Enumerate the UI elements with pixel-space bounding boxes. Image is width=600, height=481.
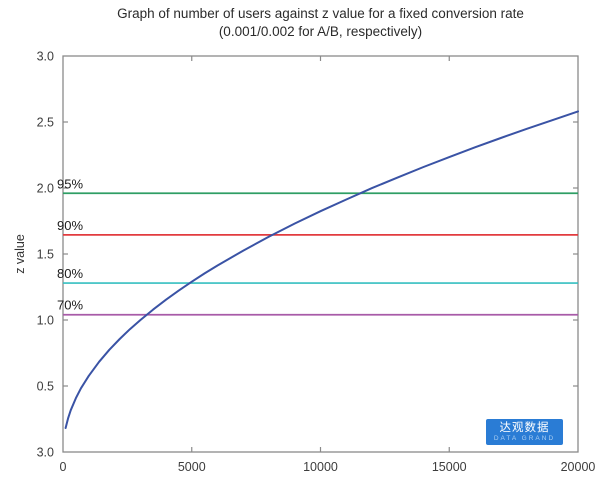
watermark-en-text: DATA GRAND	[493, 434, 556, 442]
watermark-badge: 达观数据 DATA GRAND	[486, 419, 563, 445]
reference-line-label-95pct: 95%	[57, 176, 83, 191]
reference-line-label-70pct: 70%	[57, 298, 83, 313]
y-tick-label: 2.5	[37, 116, 54, 130]
z-value-curve	[64, 110, 579, 429]
chart-subtitle: (0.001/0.002 for A/B, respectively)	[218, 24, 423, 39]
y-tick-label: 1.0	[37, 314, 54, 328]
plot-frame	[62, 55, 579, 453]
watermark-cn-text: 达观数据	[499, 421, 550, 434]
x-tick-label: 15000	[432, 460, 467, 474]
x-tick-label: 5000	[178, 460, 206, 474]
y-tick-label: 2.0	[37, 182, 54, 196]
y-tick-label: 1.5	[37, 248, 54, 262]
x-tick-label: 10000	[303, 460, 338, 474]
y-tick-label: 3.0	[37, 446, 54, 460]
y-tick-label: 0.5	[37, 380, 54, 394]
reference-line-label-90pct: 90%	[57, 218, 83, 233]
x-tick-label: 0	[60, 460, 67, 474]
chart-title-block: Graph of number of users against z value…	[63, 5, 578, 41]
y-axis-label: z value	[13, 234, 27, 274]
reference-line-label-80pct: 80%	[57, 266, 83, 281]
x-tick-label: 20000	[561, 460, 596, 474]
chart-title: Graph of number of users against z value…	[117, 6, 524, 21]
y-tick-label: 3.0	[37, 50, 54, 64]
